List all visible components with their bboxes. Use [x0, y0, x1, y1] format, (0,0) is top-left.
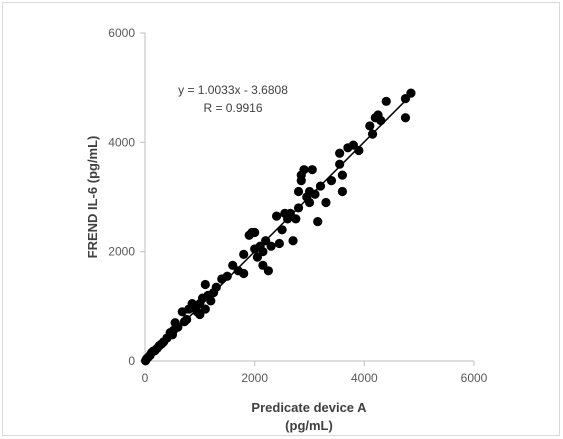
data-point — [239, 268, 249, 279]
data-point — [239, 249, 249, 259]
data-point — [291, 214, 301, 224]
data-point — [258, 247, 268, 257]
data-point — [200, 279, 210, 290]
data-point — [293, 186, 304, 197]
x-tick-label: 4000 — [351, 371, 378, 385]
data-point — [310, 189, 320, 199]
data-point — [315, 181, 326, 191]
data-point — [293, 203, 304, 213]
data-points — [140, 88, 416, 366]
data-point — [367, 129, 378, 139]
chart-text: y = 1.0033x - 3.6808 R = 0.9916 Predicat… — [85, 83, 367, 433]
data-point — [173, 322, 183, 332]
data-point — [365, 121, 375, 131]
axes: 0 2000 4000 6000 0 2000 4000 6000 — [108, 26, 487, 385]
data-point — [321, 197, 331, 208]
y-ticks: 0 2000 4000 6000 — [108, 26, 145, 368]
data-point — [288, 236, 298, 246]
x-ticks: 0 2000 4000 6000 — [142, 361, 488, 385]
data-point — [266, 241, 276, 251]
x-tick-label: 6000 — [461, 371, 488, 385]
data-point — [381, 96, 391, 106]
y-axis-title: FREND IL-6 (pg/mL) — [85, 136, 100, 259]
x-tick-label: 0 — [142, 371, 149, 385]
y-tick-label: 6000 — [108, 26, 135, 40]
data-point — [337, 170, 347, 180]
data-point — [274, 238, 284, 249]
chart-frame: 0 2000 4000 6000 0 2000 4000 6000 y = 1.0033x … — [2, 2, 560, 436]
data-point — [182, 314, 192, 325]
data-point — [376, 115, 386, 126]
y-tick-label: 2000 — [108, 245, 135, 259]
data-point — [277, 225, 287, 235]
correlation-coefficient: R = 0.9916 — [203, 101, 262, 115]
data-point — [400, 113, 411, 123]
data-point — [354, 145, 364, 156]
x-tick-label: 2000 — [241, 371, 268, 385]
data-point — [206, 296, 216, 306]
data-point — [222, 271, 232, 281]
data-point — [272, 211, 282, 221]
y-tick-label: 4000 — [108, 135, 135, 149]
data-point — [304, 197, 315, 208]
data-point — [337, 186, 347, 197]
data-point — [307, 165, 317, 175]
data-point — [326, 176, 337, 186]
data-point — [250, 227, 260, 238]
data-point — [200, 304, 210, 314]
x-axis-unit: (pg/mL) — [285, 418, 333, 433]
data-point — [263, 266, 273, 276]
y-tick-label: 0 — [128, 354, 135, 368]
data-point — [299, 165, 309, 175]
data-point — [313, 217, 323, 227]
regression-equation: y = 1.0033x - 3.6808 — [178, 83, 288, 97]
data-point — [406, 88, 416, 98]
data-point — [335, 159, 345, 169]
data-point — [211, 282, 221, 292]
x-axis-title: Predicate device A — [251, 400, 367, 415]
scatter-chart: 0 2000 4000 6000 0 2000 4000 6000 y = 1.0033x … — [85, 26, 488, 433]
data-point — [335, 148, 345, 158]
